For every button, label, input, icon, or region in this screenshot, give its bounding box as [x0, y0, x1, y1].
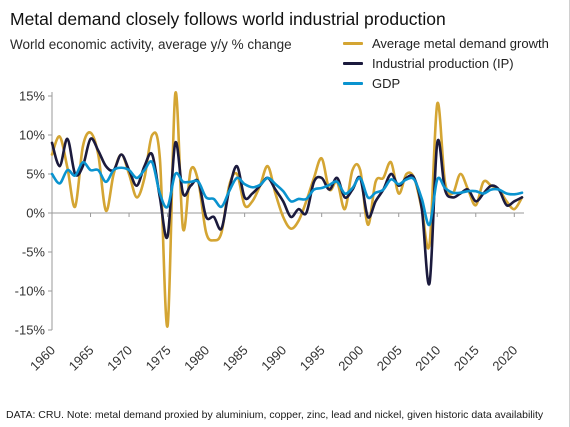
x-tick-label: 1960	[27, 343, 58, 374]
legend-swatch-metal-demand	[343, 41, 363, 45]
x-tick-label: 1990	[258, 343, 289, 374]
series-line-gdp	[50, 160, 524, 227]
legend-item-industrial-production: Industrial production (IP)	[343, 53, 549, 73]
y-tick-label: 10%	[19, 128, 45, 143]
chart-title: Metal demand closely follows world indus…	[10, 9, 446, 29]
legend-swatch-industrial-production	[343, 61, 363, 65]
legend-item-metal-demand: Average metal demand growth	[343, 33, 549, 53]
x-tick-label: 1995	[297, 343, 328, 374]
x-tick-label: 2015	[451, 343, 482, 374]
legend-label-gdp: GDP	[372, 75, 401, 91]
y-tick-label: -15%	[15, 323, 46, 338]
y-tick-label: -5%	[22, 245, 46, 260]
x-tick-label: 1985	[220, 343, 251, 374]
x-tick-label: 1970	[104, 343, 135, 374]
x-tick-label: 2000	[335, 343, 366, 374]
x-tick-label: 2020	[489, 343, 520, 374]
legend: Average metal demand growth Industrial p…	[343, 33, 549, 93]
chart-subtitle: World economic activity, average y/y % c…	[10, 37, 292, 52]
y-tick-label: 5%	[26, 167, 45, 182]
x-tick-label: 1965	[66, 343, 97, 374]
y-tick-label: 15%	[19, 89, 45, 104]
legend-label-industrial-production: Industrial production (IP)	[372, 55, 514, 71]
legend-label-metal-demand: Average metal demand growth	[372, 35, 549, 51]
series-line-industrial-production	[50, 137, 524, 286]
x-tick-label: 2005	[374, 343, 405, 374]
y-tick-label: 0%	[26, 206, 45, 221]
x-tick-label: 1980	[181, 343, 212, 374]
line-chart: 15%10%5%0%-5%-10%-15%1960 1965 1970 1975 198…	[15, 89, 524, 374]
y-tick-label: -10%	[15, 284, 46, 299]
legend-item-gdp: GDP	[343, 73, 549, 93]
x-tick-label: 2010	[412, 343, 443, 374]
x-tick-label: 1975	[143, 343, 174, 374]
legend-swatch-gdp	[343, 81, 363, 85]
source-note: DATA: CRU. Note: metal demand proxied by…	[6, 409, 544, 421]
series-line-metal-demand	[50, 91, 524, 328]
